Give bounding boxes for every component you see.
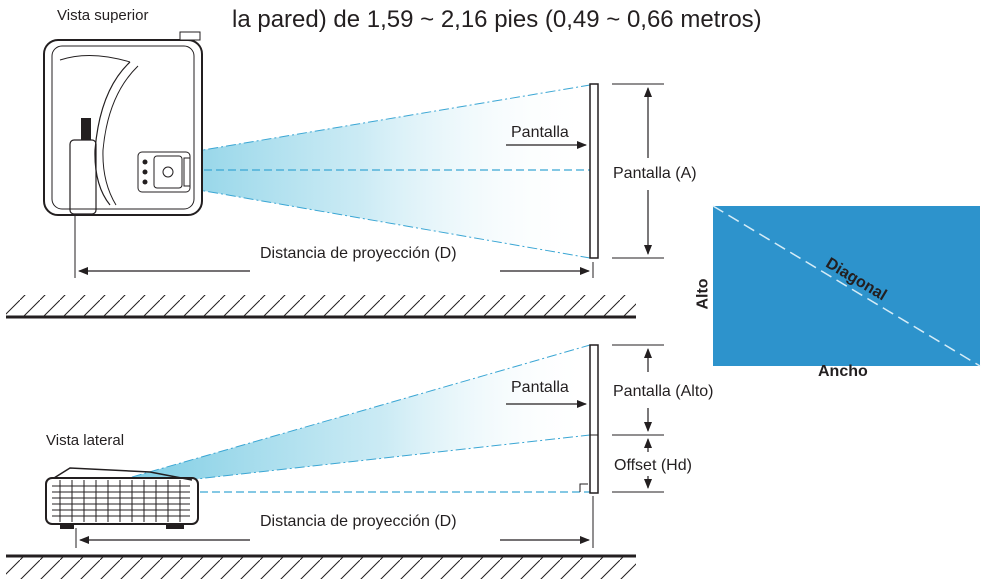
side-screen [589, 344, 599, 494]
top-screen-dimension-label: Pantalla (A) [613, 165, 697, 182]
screen-size-diagram [712, 205, 981, 367]
side-distance-label: Distancia de proyección (D) [260, 513, 457, 530]
top-beam [84, 85, 590, 258]
side-screen-label: Pantalla [511, 379, 569, 396]
screen-diagonal-line [712, 205, 981, 367]
side-offset-label: Offset (Hd) [614, 457, 692, 474]
screen-height-label: Alto [694, 278, 712, 310]
header-text: la pared) de 1,59 ~ 2,16 pies (0,49 ~ 0,… [232, 6, 762, 33]
projector-side-icon [45, 467, 199, 529]
side-view-label: Vista lateral [46, 432, 125, 449]
side-view-group [6, 344, 664, 579]
side-screen-height-label: Pantalla (Alto) [613, 383, 714, 400]
side-beam-edge-upper [79, 344, 591, 493]
top-ground-hatch [6, 295, 636, 317]
top-screen-label: Pantalla [511, 124, 569, 141]
top-distance-label: Distancia de proyección (D) [260, 245, 457, 262]
side-ground-hatch [6, 557, 636, 579]
top-view-label: Vista superior [57, 7, 149, 24]
top-screen [589, 83, 599, 259]
projector-top-icon [43, 31, 203, 216]
screen-width-label: Ancho [818, 363, 868, 380]
top-view-group [6, 31, 664, 319]
